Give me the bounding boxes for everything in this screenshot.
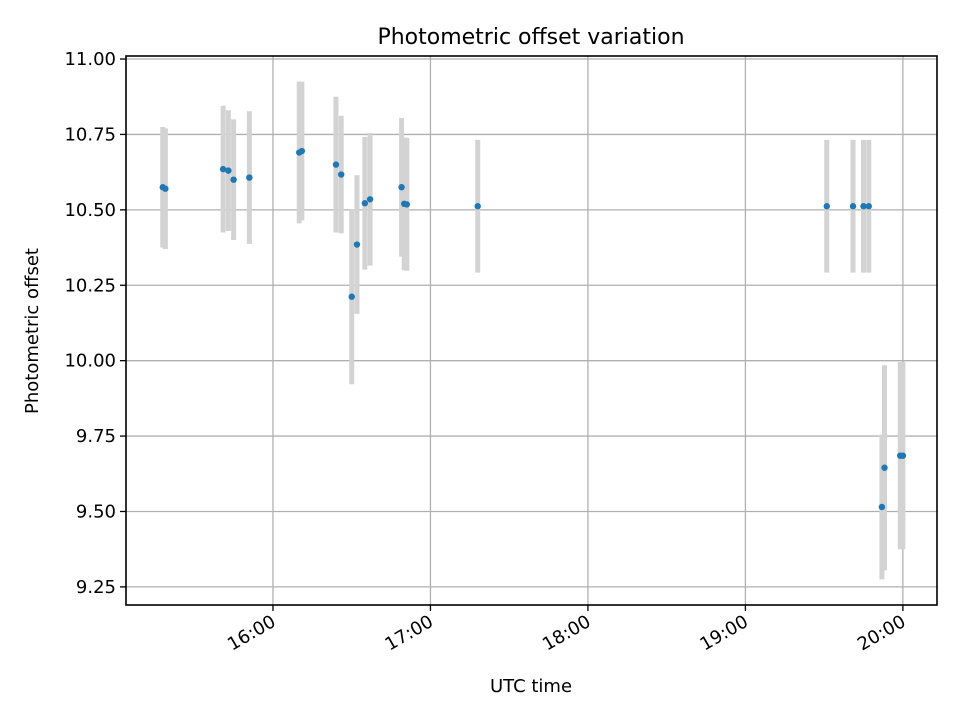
data-point [298, 147, 306, 155]
plot-frame [125, 55, 938, 606]
data-point [881, 464, 888, 471]
y-tick-label: 10.75 [64, 124, 116, 145]
data-point [348, 293, 355, 300]
data-point [332, 161, 340, 168]
data-point [474, 203, 481, 210]
data-point [398, 184, 405, 191]
data-point [338, 171, 345, 178]
data-point [246, 174, 253, 181]
data-point [353, 241, 361, 248]
data-point [403, 201, 411, 208]
data-point [366, 196, 374, 203]
chart-title: Photometric offset variation [377, 25, 684, 50]
data-point [878, 503, 886, 511]
y-tick-label: 9.50 [76, 501, 116, 522]
data-point [219, 165, 227, 173]
y-tick-label: 10.50 [64, 200, 116, 221]
y-axis-label: Photometric offset [22, 248, 43, 414]
data-point [860, 203, 867, 210]
data-point [225, 167, 232, 174]
y-tick-label: 9.25 [76, 577, 116, 598]
data-point [162, 185, 169, 192]
data-point [823, 203, 830, 210]
y-tick-label: 9.75 [76, 426, 116, 447]
y-tick-label: 10.00 [64, 351, 116, 372]
data-point [899, 452, 907, 459]
data-point [230, 176, 237, 183]
y-tick-label: 11.00 [64, 49, 116, 70]
data-point [849, 203, 857, 210]
data-point [865, 203, 872, 210]
x-axis-label: UTC time [490, 676, 572, 697]
data-point [361, 200, 369, 207]
y-tick-label: 10.25 [64, 275, 116, 296]
data-points [159, 147, 907, 511]
